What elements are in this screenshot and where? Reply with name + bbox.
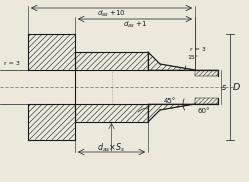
Text: 45°: 45° [164, 98, 176, 104]
Text: r = 3: r = 3 [4, 61, 20, 66]
Polygon shape [195, 70, 218, 76]
Text: s: s [222, 82, 226, 92]
Text: D: D [233, 82, 240, 92]
Polygon shape [195, 98, 218, 104]
Text: r = 3: r = 3 [190, 47, 206, 52]
Text: $d_{as}$ +10: $d_{as}$ +10 [97, 9, 126, 19]
Polygon shape [75, 52, 148, 70]
Polygon shape [75, 104, 148, 122]
Text: 15°: 15° [187, 55, 198, 60]
Polygon shape [28, 104, 75, 140]
Polygon shape [148, 104, 195, 122]
Text: $d_{as}$ +1: $d_{as}$ +1 [123, 20, 147, 30]
Text: $d_{as}$$\times$$S_s$: $d_{as}$$\times$$S_s$ [97, 141, 126, 154]
Polygon shape [148, 52, 195, 70]
Polygon shape [28, 34, 75, 70]
Text: 60°: 60° [198, 108, 210, 114]
